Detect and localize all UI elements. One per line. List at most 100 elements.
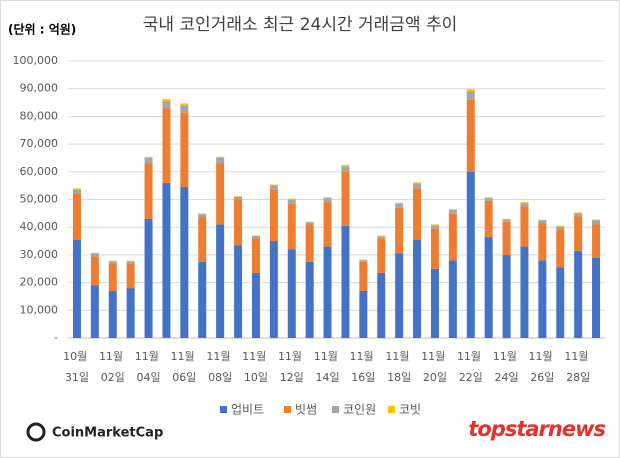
bar-segment: [108, 260, 117, 262]
bar-segment: [556, 267, 565, 338]
bar-segment: [592, 219, 601, 221]
x-tick-label: 11월 02일: [99, 350, 127, 384]
y-tick-label: 60,000: [20, 165, 59, 178]
x-tick-label-line: 11월: [171, 350, 199, 363]
x-tick-label-line: 06일: [172, 370, 196, 384]
bar-segment: [287, 203, 296, 250]
legend-swatch: [332, 406, 339, 413]
x-tick-label-line: 11월: [564, 350, 592, 363]
x-tick-label: 11월 20일: [421, 350, 449, 384]
bar-segment: [72, 193, 81, 240]
bar-segment: [413, 183, 422, 189]
bar-segment: [269, 189, 278, 242]
bar-segment: [502, 254, 511, 338]
bar-segment: [377, 238, 386, 273]
bar-segment: [484, 198, 493, 201]
bar-segment: [251, 272, 260, 338]
bar-segment: [216, 224, 225, 338]
x-tick-label: 11월 04일: [135, 350, 163, 384]
x-tick-label-line: 11월: [457, 350, 485, 363]
bar-segment: [108, 290, 117, 338]
x-tick-label-line: 22일: [459, 370, 483, 384]
legend-label: 코빗: [399, 403, 421, 417]
bar-segment: [216, 156, 225, 158]
y-tick-label: 70,000: [20, 137, 59, 150]
bar-segment: [448, 209, 457, 211]
bar-segment: [126, 263, 135, 289]
bar-segment: [180, 187, 189, 338]
logo-right: topstarnews: [468, 417, 605, 441]
bar-segment: [323, 202, 332, 247]
bar-segment: [198, 213, 207, 215]
bar-segment: [90, 252, 99, 254]
bar-segment: [162, 182, 171, 338]
bar-segment: [556, 225, 565, 227]
bar-segment: [574, 212, 583, 214]
bar-segment: [180, 103, 189, 106]
bar-segment: [287, 198, 296, 200]
y-tick-label: 40,000: [20, 220, 59, 233]
bar-segment: [251, 238, 260, 273]
bar-segment: [484, 200, 493, 237]
y-tick-label: 50,000: [20, 193, 59, 206]
bar-segment: [502, 221, 511, 255]
bar-segment: [359, 261, 368, 291]
bar-segment: [592, 257, 601, 338]
x-tick-label-line: 28일: [566, 370, 590, 384]
bar-segment: [520, 203, 529, 207]
bar-segment: [144, 157, 153, 164]
bar-segment: [269, 184, 278, 186]
legend-swatch: [388, 406, 395, 413]
bar-segment: [216, 163, 225, 225]
x-tick-label-line: 08일: [208, 370, 232, 384]
bar-segment: [484, 197, 493, 199]
bar-segment: [323, 198, 332, 203]
bar-segment: [448, 213, 457, 261]
x-tick-label-line: 04일: [136, 370, 160, 384]
legend-label: 업비트: [231, 403, 264, 417]
bar-segment: [287, 199, 296, 204]
x-tick-label-line: 16일: [351, 370, 375, 384]
x-tick-label-line: 11월: [421, 350, 449, 363]
bar-segment: [287, 249, 296, 338]
bar-segment: [448, 210, 457, 214]
bar-segment: [72, 188, 81, 190]
bar-segment: [126, 260, 135, 262]
bar-segment: [305, 261, 314, 338]
x-tick-label: 11월 08일: [206, 350, 234, 384]
bar-segment: [341, 225, 350, 338]
x-tick-label-line: 11월: [385, 350, 413, 363]
bar-segment: [413, 182, 422, 184]
x-tick-label-line: 02일: [101, 370, 125, 384]
bar-segment: [144, 163, 153, 219]
bar-segment: [520, 206, 529, 247]
bar-segment: [413, 188, 422, 240]
bar-segment: [162, 98, 171, 102]
legend-swatch: [284, 406, 291, 413]
bar-segment: [466, 99, 475, 172]
bar-segment: [234, 196, 243, 197]
x-tick-label-line: 31일: [65, 370, 89, 384]
bar-segment: [466, 91, 475, 100]
bar-segment: [377, 235, 386, 237]
bar-segment: [108, 261, 117, 264]
bar-segment: [341, 166, 350, 172]
bar-segment: [395, 202, 404, 204]
x-tick-label-line: 10일: [244, 370, 268, 384]
bar-segment: [162, 108, 171, 183]
bar-segment: [234, 196, 243, 200]
bar-segment: [502, 218, 511, 220]
x-tick-label-line: 11월: [350, 350, 378, 363]
bar-segment: [251, 236, 260, 239]
x-tick-label-line: 11월: [278, 350, 306, 363]
bar-segment: [305, 221, 314, 223]
bar-segment: [198, 214, 207, 218]
x-tick-label-line: 18일: [387, 370, 411, 384]
bar-segment: [180, 112, 189, 188]
bar-segment: [520, 202, 529, 204]
bar-segment: [592, 224, 601, 258]
x-tick-label-line: 11월: [242, 350, 270, 363]
legend-swatch: [220, 406, 227, 413]
bar-segment: [395, 253, 404, 338]
bar-segment: [323, 246, 332, 338]
